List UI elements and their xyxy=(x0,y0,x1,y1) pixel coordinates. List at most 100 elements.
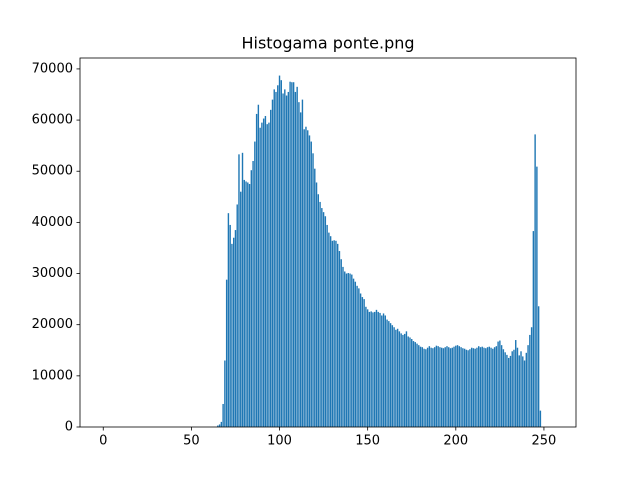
y-tick-label: 30000 xyxy=(32,266,73,281)
bar xyxy=(532,231,535,427)
bar xyxy=(238,154,240,427)
bar xyxy=(523,360,526,427)
bar xyxy=(291,82,293,427)
bar xyxy=(453,346,455,427)
bar xyxy=(389,323,392,427)
x-tick-label: 0 xyxy=(99,434,107,449)
bar xyxy=(307,130,309,427)
bar xyxy=(430,347,432,427)
bar xyxy=(412,341,415,427)
bar xyxy=(446,346,448,427)
bar xyxy=(398,331,401,427)
bar xyxy=(467,350,469,427)
bar xyxy=(312,153,314,428)
bar xyxy=(340,259,342,427)
bar xyxy=(254,141,256,428)
bar xyxy=(384,315,386,427)
bar xyxy=(342,266,344,427)
bar xyxy=(266,124,268,427)
bar xyxy=(460,347,462,427)
bar xyxy=(321,208,323,427)
bar xyxy=(451,347,453,427)
bar xyxy=(310,141,312,428)
bar xyxy=(474,348,476,427)
bar xyxy=(377,311,379,427)
bar xyxy=(344,271,346,427)
bar xyxy=(298,102,300,427)
bar xyxy=(229,224,231,427)
bar xyxy=(370,311,372,427)
bar xyxy=(437,346,439,427)
bar xyxy=(338,251,341,427)
bar xyxy=(314,168,316,427)
bar xyxy=(222,403,224,427)
bar xyxy=(303,129,305,428)
bar xyxy=(245,181,247,427)
bar xyxy=(465,349,468,427)
bar xyxy=(289,81,291,428)
bar xyxy=(236,204,238,427)
bar xyxy=(411,339,413,427)
bar xyxy=(382,313,385,427)
y-tick-label: 50000 xyxy=(32,164,73,179)
bar xyxy=(423,348,425,427)
bar xyxy=(525,352,528,427)
bar xyxy=(294,91,297,427)
y-tick-label: 70000 xyxy=(32,61,73,76)
bar xyxy=(366,309,369,427)
bar xyxy=(493,347,496,427)
bar xyxy=(426,347,429,427)
bar xyxy=(292,82,295,427)
bar xyxy=(234,230,237,427)
bar xyxy=(345,273,348,427)
bar xyxy=(347,273,349,427)
bar xyxy=(319,201,321,427)
y-tick-label: 0 xyxy=(65,420,73,435)
bar xyxy=(497,341,499,427)
bar xyxy=(259,127,261,427)
y-tick-label: 40000 xyxy=(32,215,73,230)
bar xyxy=(287,91,290,427)
bar xyxy=(522,356,524,427)
plot-frame xyxy=(79,57,577,428)
bar xyxy=(349,273,351,427)
y-tick-label: 60000 xyxy=(32,113,73,128)
bar xyxy=(495,346,498,427)
bar xyxy=(328,232,330,427)
bar xyxy=(463,348,466,427)
y-tick-label: 10000 xyxy=(32,368,73,383)
bar xyxy=(317,194,320,427)
bar xyxy=(299,112,302,427)
bar xyxy=(247,182,249,427)
bar xyxy=(462,348,464,427)
bar xyxy=(232,237,235,427)
bar xyxy=(472,348,475,427)
bar xyxy=(365,306,367,427)
x-tick-label: 150 xyxy=(355,434,380,449)
x-tick-label: 200 xyxy=(443,434,468,449)
bar xyxy=(248,184,251,427)
bar xyxy=(268,122,270,428)
bar xyxy=(537,306,540,427)
bar xyxy=(507,357,510,427)
bar xyxy=(407,336,409,427)
bar xyxy=(333,240,335,427)
bar xyxy=(530,327,533,427)
bar xyxy=(277,85,279,427)
bar xyxy=(368,311,371,427)
x-tick-label: 100 xyxy=(267,434,292,449)
bar xyxy=(388,321,390,427)
bar xyxy=(391,325,394,427)
bar xyxy=(336,243,339,427)
bar xyxy=(282,93,284,428)
bar xyxy=(516,347,519,427)
bar xyxy=(240,191,242,427)
bar xyxy=(483,347,485,427)
bar xyxy=(400,333,402,427)
bar xyxy=(416,343,418,427)
bar xyxy=(296,86,298,428)
bar xyxy=(284,89,286,428)
bar xyxy=(326,224,328,427)
bar xyxy=(220,421,223,427)
bar xyxy=(440,347,443,427)
